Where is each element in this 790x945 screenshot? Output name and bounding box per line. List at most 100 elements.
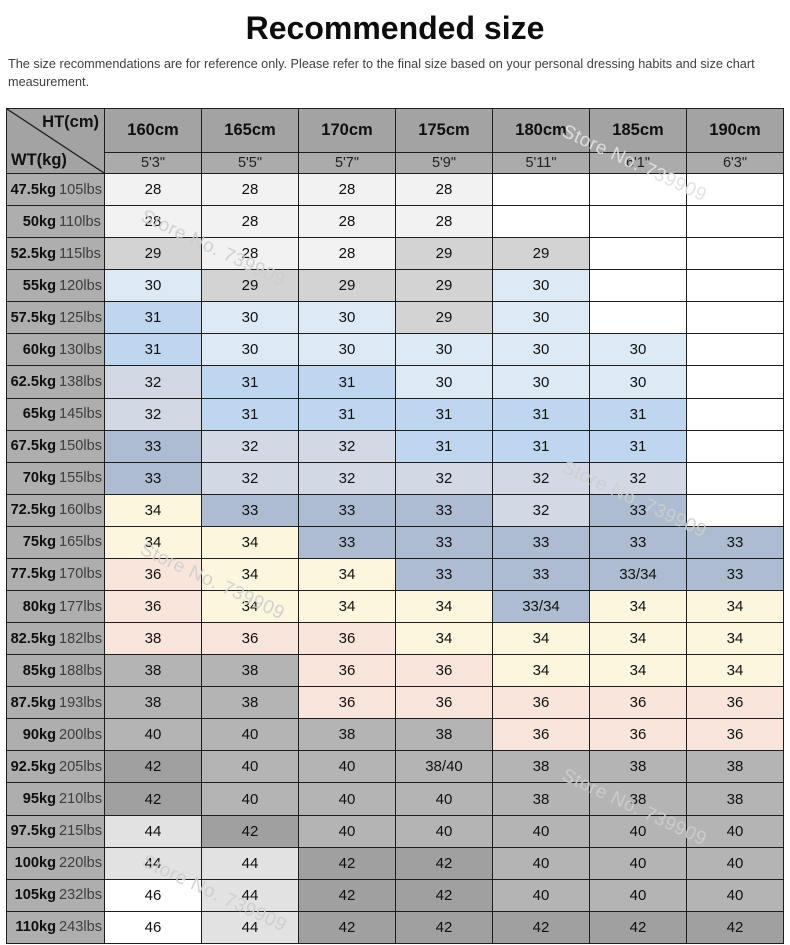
height-cm-header: 160cm xyxy=(104,108,202,153)
weight-row-header: 60kg 130lbs xyxy=(6,333,105,367)
weight-kg-label: 47.5kg xyxy=(10,181,56,198)
size-value-cell: 31 xyxy=(492,397,590,431)
size-value-cell: 33 xyxy=(395,493,493,527)
table-row: 90kg 200lbs 40 40 38 38 36 36 36 xyxy=(6,718,784,752)
height-ft-header: 5'7" xyxy=(298,152,396,174)
size-value-cell: 44 xyxy=(104,814,202,848)
size-value-cell: 42 xyxy=(395,910,493,944)
size-value-cell: 30 xyxy=(492,365,590,399)
weight-lbs-label: 125lbs xyxy=(59,309,103,326)
weight-kg-label: 72.5kg xyxy=(10,502,56,519)
size-value-cell: 30 xyxy=(589,333,687,367)
weight-lbs-label: 170lbs xyxy=(59,566,103,583)
size-value-cell: 33 xyxy=(395,557,493,592)
weight-row-header: 65kg 145lbs xyxy=(6,397,105,431)
size-value-cell: 42 xyxy=(395,846,493,880)
weight-lbs-label: 150lbs xyxy=(59,438,103,455)
weight-kg-label: 52.5kg xyxy=(10,245,56,262)
size-value-cell: 36 xyxy=(589,686,687,720)
size-value-cell: 40 xyxy=(589,878,687,912)
size-value-cell: 40 xyxy=(492,846,590,880)
size-value-cell: 31 xyxy=(395,397,493,431)
weight-row-header: 72.5kg 160lbs xyxy=(6,493,105,527)
height-ft-header: 5'11" xyxy=(492,152,590,174)
size-value-cell: 34 xyxy=(686,622,784,656)
weight-lbs-label: 205lbs xyxy=(59,758,103,775)
size-value-cell: 31 xyxy=(298,365,396,399)
weight-lbs-label: 160lbs xyxy=(59,502,103,519)
height-ft-header: 5'9" xyxy=(395,152,493,174)
size-value-cell: 32 xyxy=(201,429,299,463)
size-value-cell: 33 xyxy=(589,493,687,527)
size-value-cell: 30 xyxy=(492,333,590,367)
size-value-cell: 31 xyxy=(104,301,202,335)
size-value-cell: 32 xyxy=(589,461,687,495)
size-value-cell: 40 xyxy=(298,750,396,784)
size-value-cell: 33 xyxy=(589,525,687,559)
weight-kg-label: 67.5kg xyxy=(10,438,56,455)
table-row: 57.5kg 125lbs 31 30 30 29 30 xyxy=(6,301,784,335)
weight-lbs-label: 145lbs xyxy=(59,406,103,423)
weight-kg-label: 110kg xyxy=(15,919,56,936)
empty-cell xyxy=(686,301,784,335)
weight-kg-label: 80kg xyxy=(22,598,56,615)
weight-row-header: 50kg 110lbs xyxy=(6,205,105,239)
size-value-cell: 30 xyxy=(104,269,202,303)
table-row: 50kg 110lbs 28 28 28 28 xyxy=(6,205,784,239)
size-value-cell: 32 xyxy=(201,461,299,495)
size-value-cell: 40 xyxy=(492,878,590,912)
size-value-cell: 31 xyxy=(492,429,590,463)
size-value-cell: 42 xyxy=(395,878,493,912)
weight-row-header: 85kg 188lbs xyxy=(6,654,105,688)
size-value-cell: 36 xyxy=(104,557,202,592)
table-row: 67.5kg 150lbs 33 32 32 31 31 31 xyxy=(6,429,784,463)
weight-row-header: 75kg 165lbs xyxy=(6,525,105,559)
size-value-cell: 40 xyxy=(492,814,590,848)
size-value-cell: 32 xyxy=(104,365,202,399)
weight-lbs-label: 177lbs xyxy=(59,598,103,615)
weight-lbs-label: 182lbs xyxy=(59,630,103,647)
table-row: 47.5kg 105lbs 28 28 28 28 xyxy=(6,172,784,207)
size-value-cell: 38/40 xyxy=(395,750,493,784)
weight-row-header: 100kg 220lbs xyxy=(6,846,105,880)
size-value-cell: 38 xyxy=(686,782,784,816)
table-row: 85kg 188lbs 38 38 36 36 34 34 34 xyxy=(6,654,784,688)
size-value-cell: 34 xyxy=(686,654,784,688)
weight-kg-label: 100kg xyxy=(14,855,56,872)
weight-row-header: 97.5kg 215lbs xyxy=(6,814,105,848)
table-row: 110kg 243lbs 46 44 42 42 42 42 42 xyxy=(6,910,784,944)
size-value-cell: 30 xyxy=(201,301,299,335)
weight-kg-label: 70kg xyxy=(22,470,56,487)
size-value-cell: 29 xyxy=(492,237,590,271)
size-value-cell: 29 xyxy=(395,237,493,271)
size-value-cell: 36 xyxy=(201,622,299,656)
size-value-cell: 31 xyxy=(201,365,299,399)
weight-lbs-label: 243lbs xyxy=(59,919,103,936)
weight-row-header: 70kg 155lbs xyxy=(6,461,105,495)
weight-row-header: 47.5kg 105lbs xyxy=(6,172,105,207)
size-value-cell: 36 xyxy=(492,686,590,720)
table-row: 87.5kg 193lbs 38 38 36 36 36 36 36 xyxy=(6,686,784,720)
weight-lbs-label: 105lbs xyxy=(59,181,103,198)
table-row: 105kg 232lbs 46 44 42 42 40 40 40 xyxy=(6,878,784,912)
page-title: Recommended size xyxy=(245,10,545,46)
size-value-cell: 33/34 xyxy=(589,557,687,592)
size-value-cell: 34 xyxy=(104,525,202,559)
weight-kg-label: 57.5kg xyxy=(10,309,56,326)
weight-lbs-label: 193lbs xyxy=(59,694,103,711)
empty-cell xyxy=(589,237,687,271)
size-value-cell: 34 xyxy=(395,590,493,624)
size-value-cell: 40 xyxy=(395,782,493,816)
table-row: 70kg 155lbs 33 32 32 32 32 32 xyxy=(6,461,784,495)
size-value-cell: 31 xyxy=(395,429,493,463)
size-value-cell: 30 xyxy=(298,333,396,367)
weight-row-header: 57.5kg 125lbs xyxy=(6,301,105,335)
size-value-cell: 36 xyxy=(492,718,590,752)
weight-lbs-label: 115lbs xyxy=(59,245,101,262)
size-value-cell: 38 xyxy=(104,686,202,720)
table-row: 60kg 130lbs 31 30 30 30 30 30 xyxy=(6,333,784,367)
weight-row-header: 95kg 210lbs xyxy=(6,782,105,816)
size-value-cell: 31 xyxy=(589,429,687,463)
weight-row-header: 80kg 177lbs xyxy=(6,590,105,624)
